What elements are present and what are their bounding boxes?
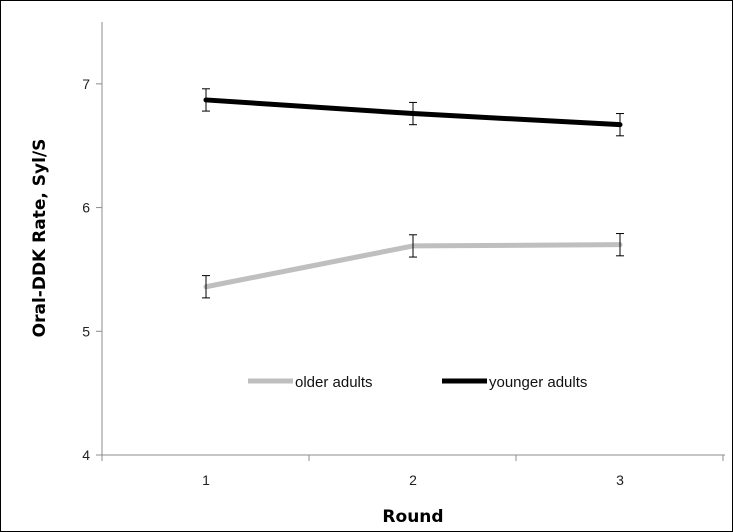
y-tick-label-5: 5 [82,323,90,339]
y-tick-label-7: 7 [82,76,90,92]
x-tick-label-2: 2 [409,472,417,488]
x-axis-title: Round [382,507,443,527]
legend-label-younger-adults: younger adults [489,374,587,391]
x-tick-label-1: 1 [202,472,210,488]
legend-label-older-adults: older adults [295,374,373,391]
y-tick-label-4: 4 [82,447,90,463]
y-axis-title: Oral-DDK Rate, Syl/S [30,139,50,338]
legend: older adults younger adults [248,374,587,391]
plot-area: 4 5 6 7 1 2 3 [82,22,725,488]
y-tick-label-6: 6 [82,200,90,216]
x-tick-label-3: 3 [616,472,624,488]
